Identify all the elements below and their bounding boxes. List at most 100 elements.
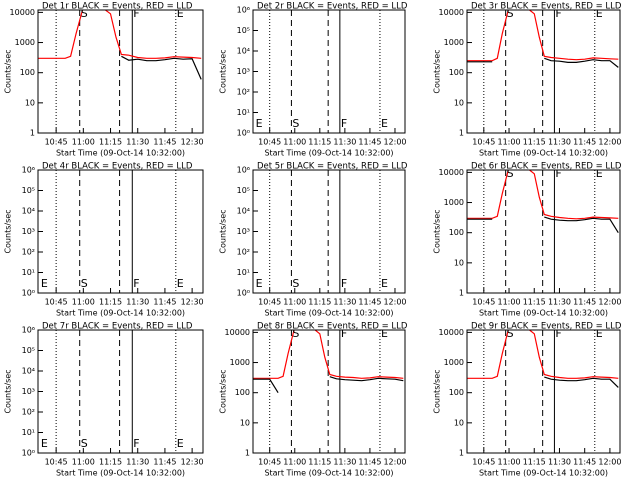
series-line	[38, 10, 202, 59]
y-tick-label: 10²	[22, 408, 35, 417]
y-tick-label: 10¹	[22, 428, 35, 437]
annotation: F	[555, 327, 561, 340]
x-tick-label: 11:15	[308, 458, 331, 467]
annotation: E	[256, 117, 263, 130]
annotation: E	[381, 117, 388, 130]
annotation: E	[381, 327, 388, 340]
x-tick-label: 12:30	[181, 298, 204, 307]
x-tick-label: 11:30	[126, 298, 149, 307]
y-tick-label: 10⁵	[22, 186, 35, 195]
annotation: S	[81, 277, 88, 290]
x-tick-label: 11:45	[573, 458, 596, 467]
x-tick-label: 11:45	[573, 138, 596, 147]
annotation: S	[507, 327, 514, 340]
x-tick-label: 11:00	[283, 458, 306, 467]
x-axis-label: Start Time (09-Oct-14 10:32:00)	[56, 469, 185, 478]
y-tick-label: 1000	[444, 358, 464, 367]
y-tick-label: 1	[245, 449, 250, 458]
series-line	[253, 330, 404, 379]
series-line	[467, 170, 619, 220]
x-tick-label: 11:45	[358, 458, 381, 467]
x-tick-label: 11:30	[333, 298, 356, 307]
series-line	[253, 376, 404, 394]
annotation: E	[41, 437, 48, 450]
annotation: S	[292, 117, 299, 130]
x-tick-label: 11:15	[523, 458, 546, 467]
y-tick-label: 10³	[22, 387, 35, 396]
x-tick-label: 11:00	[72, 138, 95, 147]
plot-frame	[37, 9, 204, 134]
x-tick-label: 11:45	[153, 138, 176, 147]
x-tick-label: 11:00	[498, 138, 521, 147]
y-axis-label: Counts/sec	[433, 369, 442, 413]
series-line	[467, 330, 619, 379]
x-tick-label: 11:30	[126, 458, 149, 467]
y-tick-label: 10⁴	[22, 367, 35, 376]
annotation: E	[177, 7, 184, 20]
y-tick-label: 10¹	[237, 108, 250, 117]
x-tick-label: 10:45	[472, 298, 495, 307]
y-tick-label: 1	[459, 129, 464, 138]
y-tick-label: 100	[449, 388, 464, 397]
annotation: E	[596, 327, 603, 340]
x-tick-label: 12:30	[181, 458, 204, 467]
x-tick-label: 10:45	[472, 458, 495, 467]
annotation: F	[555, 167, 561, 180]
x-tick-label: 11:45	[358, 138, 381, 147]
x-tick-label: 10:45	[258, 138, 281, 147]
annotation: F	[133, 7, 139, 20]
panel-title: Det 4r BLACK = Events, RED = LLD	[42, 162, 193, 172]
panel-title: Det 2r BLACK = Events, RED = LLD	[257, 2, 408, 12]
x-tick-label: 11:15	[308, 298, 331, 307]
x-tick-label: 12:00	[598, 298, 621, 307]
x-tick-label: 10:45	[258, 298, 281, 307]
x-tick-label: 11:15	[308, 138, 331, 147]
y-axis-label: Counts/sec	[433, 49, 442, 93]
y-axis-label: Counts/sec	[433, 209, 442, 253]
annotation: S	[292, 327, 299, 340]
x-tick-label: 12:00	[598, 138, 621, 147]
x-tick-label: 11:00	[283, 298, 306, 307]
x-tick-label: 11:00	[498, 298, 521, 307]
panel: Det 7r BLACK = Events, RED = LLD Start Ti…	[4, 322, 204, 478]
y-tick-label: 10	[454, 418, 464, 427]
x-tick-label: 10:45	[45, 298, 68, 307]
y-tick-label: 10	[454, 98, 464, 107]
y-tick-label: 1000	[230, 358, 250, 367]
plot-frame	[252, 169, 406, 294]
panel: Det 5r BLACK = Events, RED = LLD Start Ti…	[219, 162, 408, 318]
panel: Det 3r BLACK = Events, RED = LLD Start Ti…	[433, 2, 622, 158]
panel-title: Det 7r BLACK = Events, RED = LLD	[42, 322, 193, 332]
panel: Det 8r BLACK = Events, RED = LLD Start Ti…	[219, 322, 408, 478]
annotation: E	[381, 277, 388, 290]
x-axis-label: Start Time (09-Oct-14 10:32:00)	[264, 469, 393, 478]
x-tick-label: 11:00	[72, 458, 95, 467]
y-tick-label: 10¹	[22, 268, 35, 277]
y-axis-label: Counts/sec	[219, 369, 228, 413]
panel-title: Det 5r BLACK = Events, RED = LLD	[257, 162, 408, 172]
x-tick-label: 11:30	[333, 458, 356, 467]
panel-title: Det 1r BLACK = Events, RED = LLD	[42, 2, 193, 12]
annotation: F	[555, 7, 561, 20]
x-axis-label: Start Time (09-Oct-14 10:32:00)	[479, 469, 608, 478]
y-tick-label: 10⁵	[22, 346, 35, 355]
series-line	[467, 10, 619, 62]
y-tick-label: 1	[459, 289, 464, 298]
y-tick-label: 10000	[439, 328, 464, 337]
annotation: E	[596, 167, 603, 180]
x-tick-label: 11:45	[573, 298, 596, 307]
x-tick-label: 12:00	[383, 298, 406, 307]
y-tick-label: 10¹	[237, 268, 250, 277]
y-axis-label: Counts/sec	[219, 49, 228, 93]
panel-title: Det 6r BLACK = Events, RED = LLD	[471, 162, 622, 172]
plot-frame	[466, 169, 621, 294]
y-tick-label: 10⁶	[237, 166, 250, 175]
x-tick-label: 12:00	[383, 138, 406, 147]
y-tick-label: 1	[30, 129, 35, 138]
x-tick-label: 11:30	[548, 138, 571, 147]
y-tick-label: 10³	[237, 227, 250, 236]
